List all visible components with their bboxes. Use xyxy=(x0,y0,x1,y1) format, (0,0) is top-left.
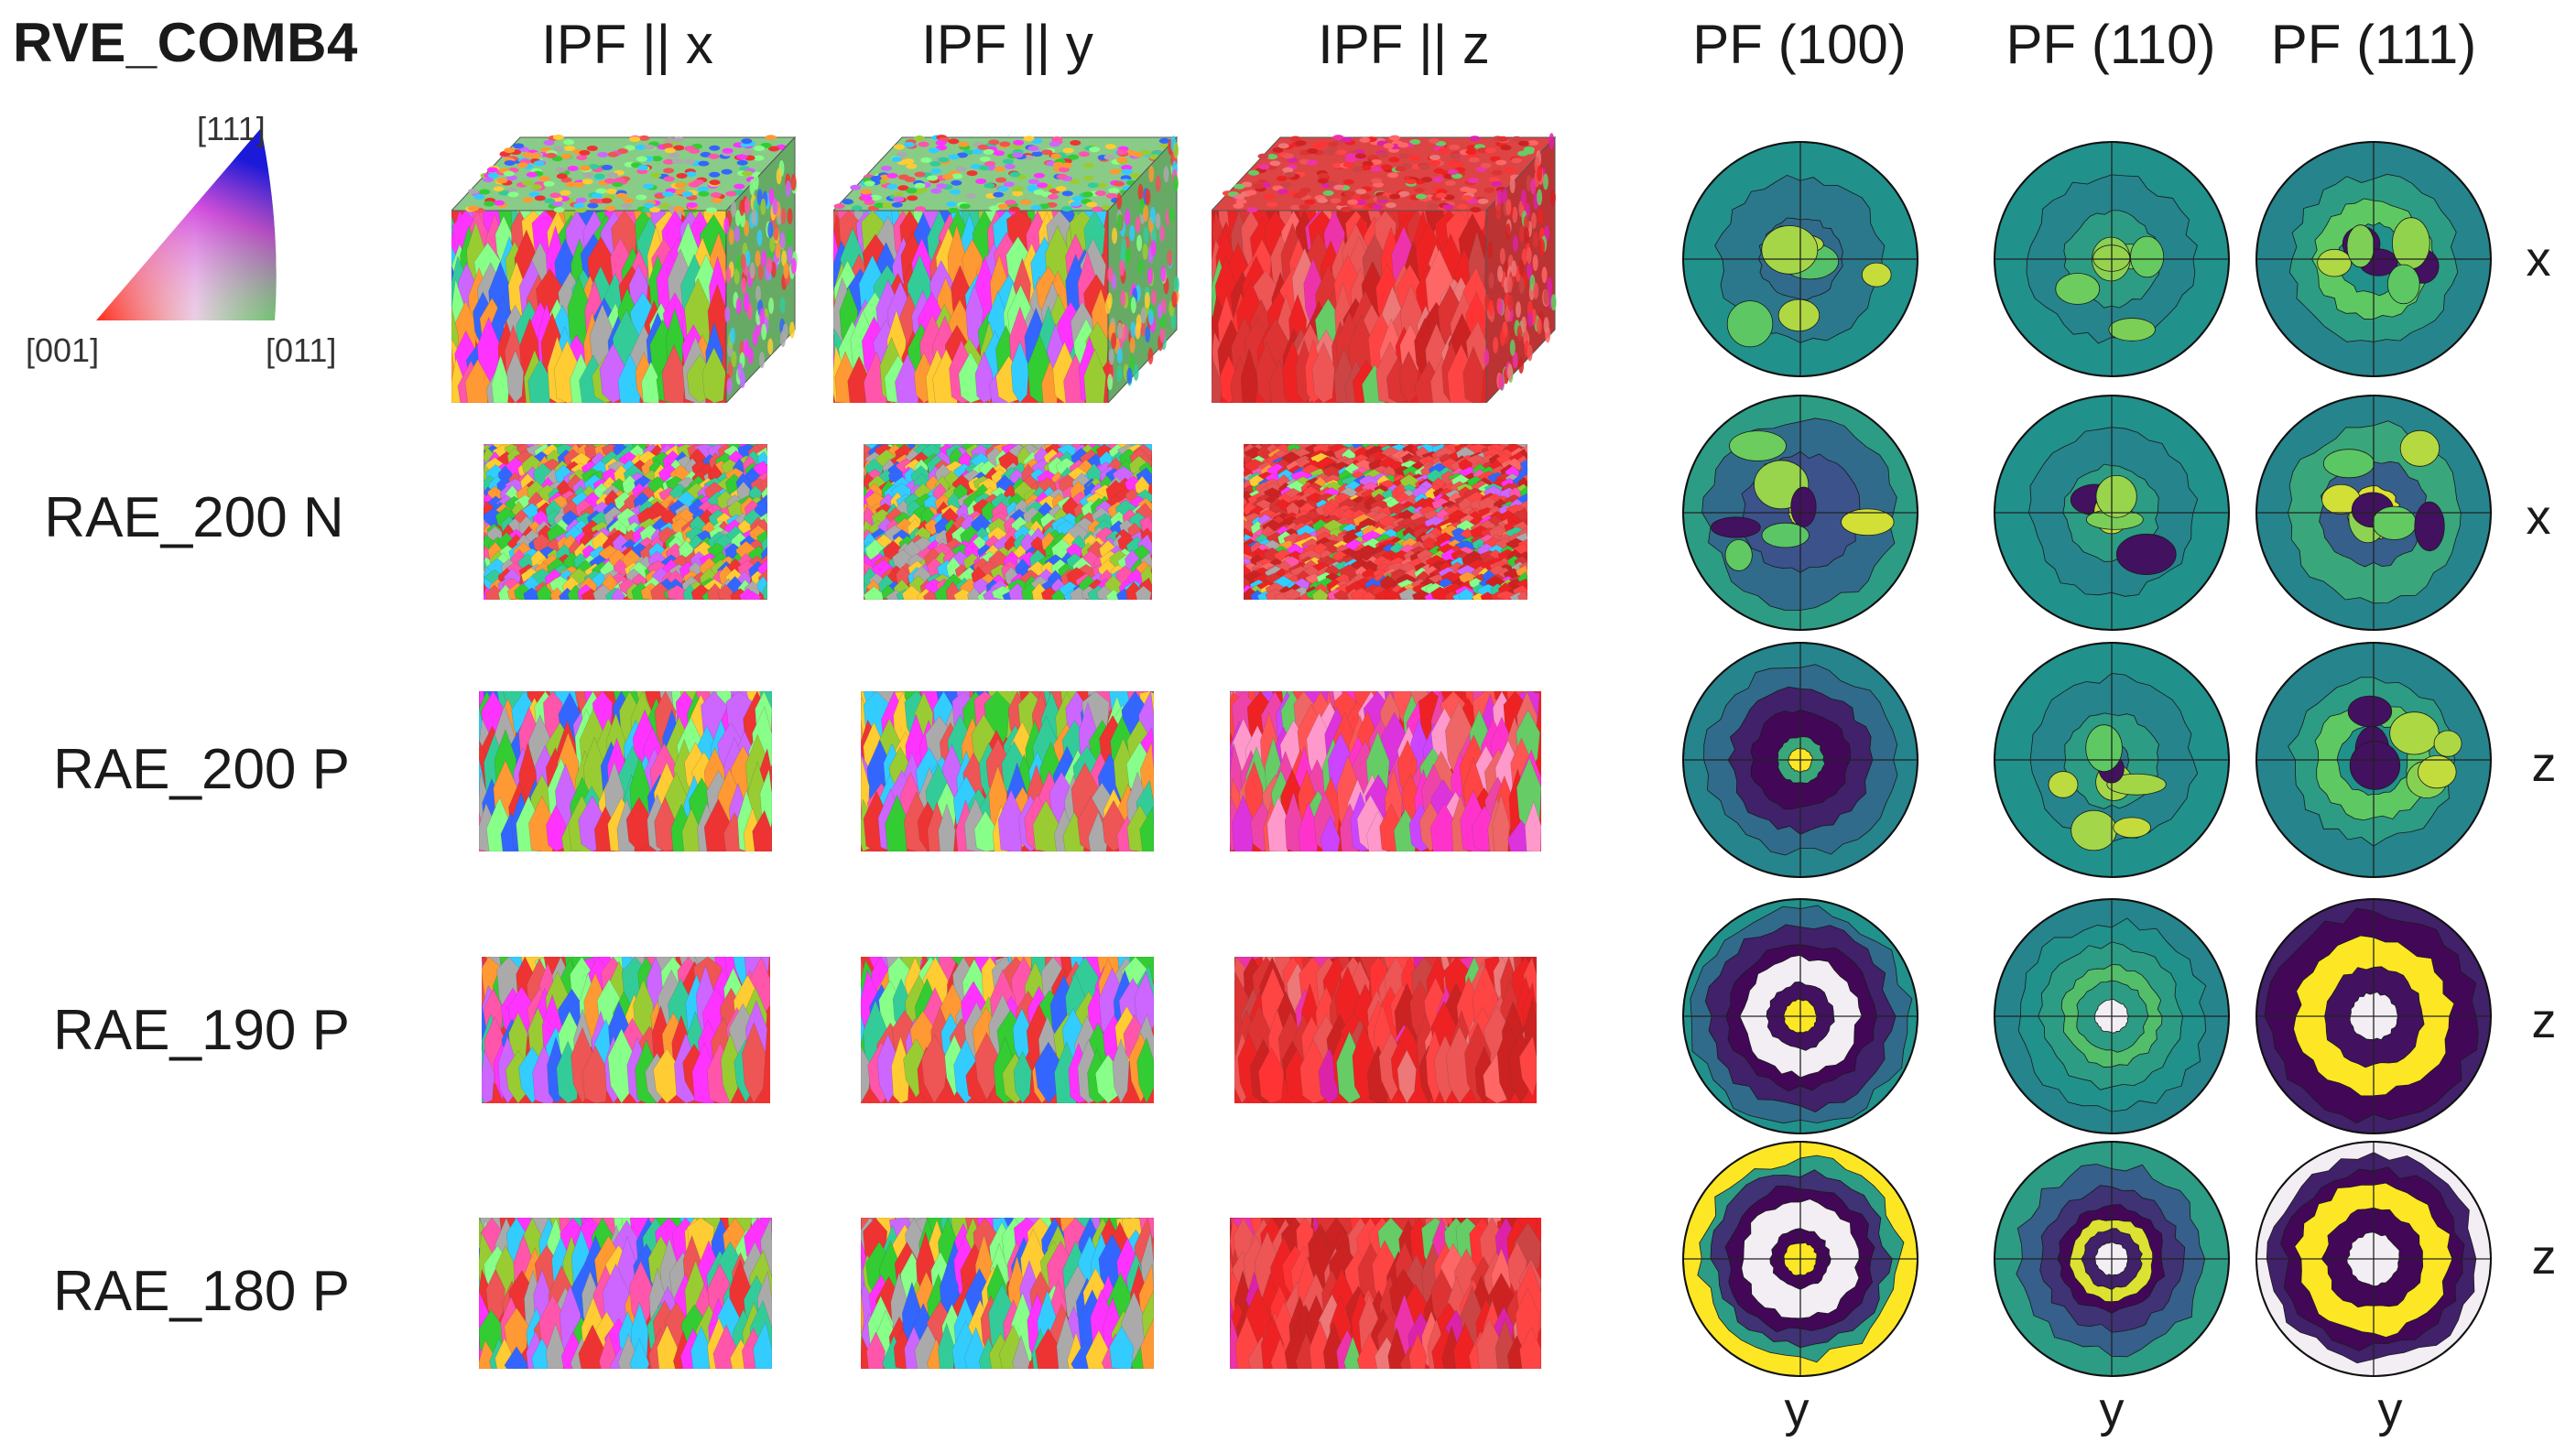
ipf-map-row3-x xyxy=(481,957,770,1103)
rve-3d-box-x xyxy=(451,135,798,403)
bottom-label-pf110: y xyxy=(2099,1383,2125,1437)
pole-figure-row1-110 xyxy=(1994,141,2230,377)
pole-figure-row5-100 xyxy=(1682,1141,1918,1377)
ipf-color-key xyxy=(96,128,277,320)
ipf-key-011: [011] xyxy=(266,331,337,369)
pole-figure-row3-110 xyxy=(1994,642,2230,878)
rve-3d-box-z xyxy=(1212,133,1557,403)
pole-figure-row5-110 xyxy=(1994,1141,2230,1377)
row-direction-5: z xyxy=(2531,1230,2557,1285)
pole-figure-row2-100 xyxy=(1682,395,1918,631)
row-label-rae-180-p: RAE_180 P xyxy=(53,1260,350,1323)
ipf-map-row4-x xyxy=(479,1218,772,1369)
row-label-rae-190-p: RAE_190 P xyxy=(53,999,350,1062)
pole-figure-row4-111 xyxy=(2255,898,2492,1134)
pole-figure-row2-111 xyxy=(2255,395,2492,631)
ipf-map-row4-z xyxy=(1230,1218,1541,1369)
row-direction-1: x xyxy=(2526,232,2551,287)
rve-3d-box-y xyxy=(833,135,1179,403)
row-direction-4: z xyxy=(2531,993,2557,1048)
ipf-map-row1-z xyxy=(1244,444,1527,600)
row-direction-3: z xyxy=(2531,737,2557,792)
pole-figure-row1-100 xyxy=(1682,141,1918,377)
pole-figure-row4-100 xyxy=(1682,898,1918,1134)
pole-figure-row3-100 xyxy=(1682,642,1918,878)
col-ipf-y: IPF || y xyxy=(921,14,1093,75)
ipf-map-row2-y xyxy=(861,691,1154,851)
pole-figure-row4-110 xyxy=(1994,898,2230,1134)
ipf-map-row2-x xyxy=(479,691,772,851)
row-direction-2: x xyxy=(2526,490,2551,545)
col-ipf-x: IPF || x xyxy=(541,14,713,75)
ipf-map-row3-z xyxy=(1234,957,1537,1103)
bottom-label-pf100: y xyxy=(1784,1383,1810,1437)
ipf-key-001: [001] xyxy=(26,331,100,369)
pole-figure-row2-110 xyxy=(1994,395,2230,631)
ipf-map-row1-y xyxy=(863,444,1152,600)
col-pf-111: PF (111) xyxy=(2270,14,2477,75)
col-pf-100: PF (100) xyxy=(1692,14,1907,75)
ipf-key-111: [111] xyxy=(197,110,266,147)
ipf-map-row4-y xyxy=(861,1218,1154,1369)
ipf-map-row1-x xyxy=(484,444,767,600)
bottom-label-pf111: y xyxy=(2377,1383,2403,1437)
col-pf-110: PF (110) xyxy=(2005,14,2216,75)
row-label-rae-200-p: RAE_200 P xyxy=(53,738,350,801)
figure-title: RVE_COMB4 xyxy=(13,12,358,73)
ipf-map-row2-z xyxy=(1230,691,1541,851)
pole-figure-row3-111 xyxy=(2255,642,2492,878)
pole-figure-row5-111 xyxy=(2255,1141,2492,1377)
pole-figure-row1-111 xyxy=(2255,141,2492,377)
ipf-map-row3-y xyxy=(861,957,1154,1103)
row-label-rae-200-n: RAE_200 N xyxy=(44,486,344,549)
col-ipf-z: IPF || z xyxy=(1318,14,1490,75)
